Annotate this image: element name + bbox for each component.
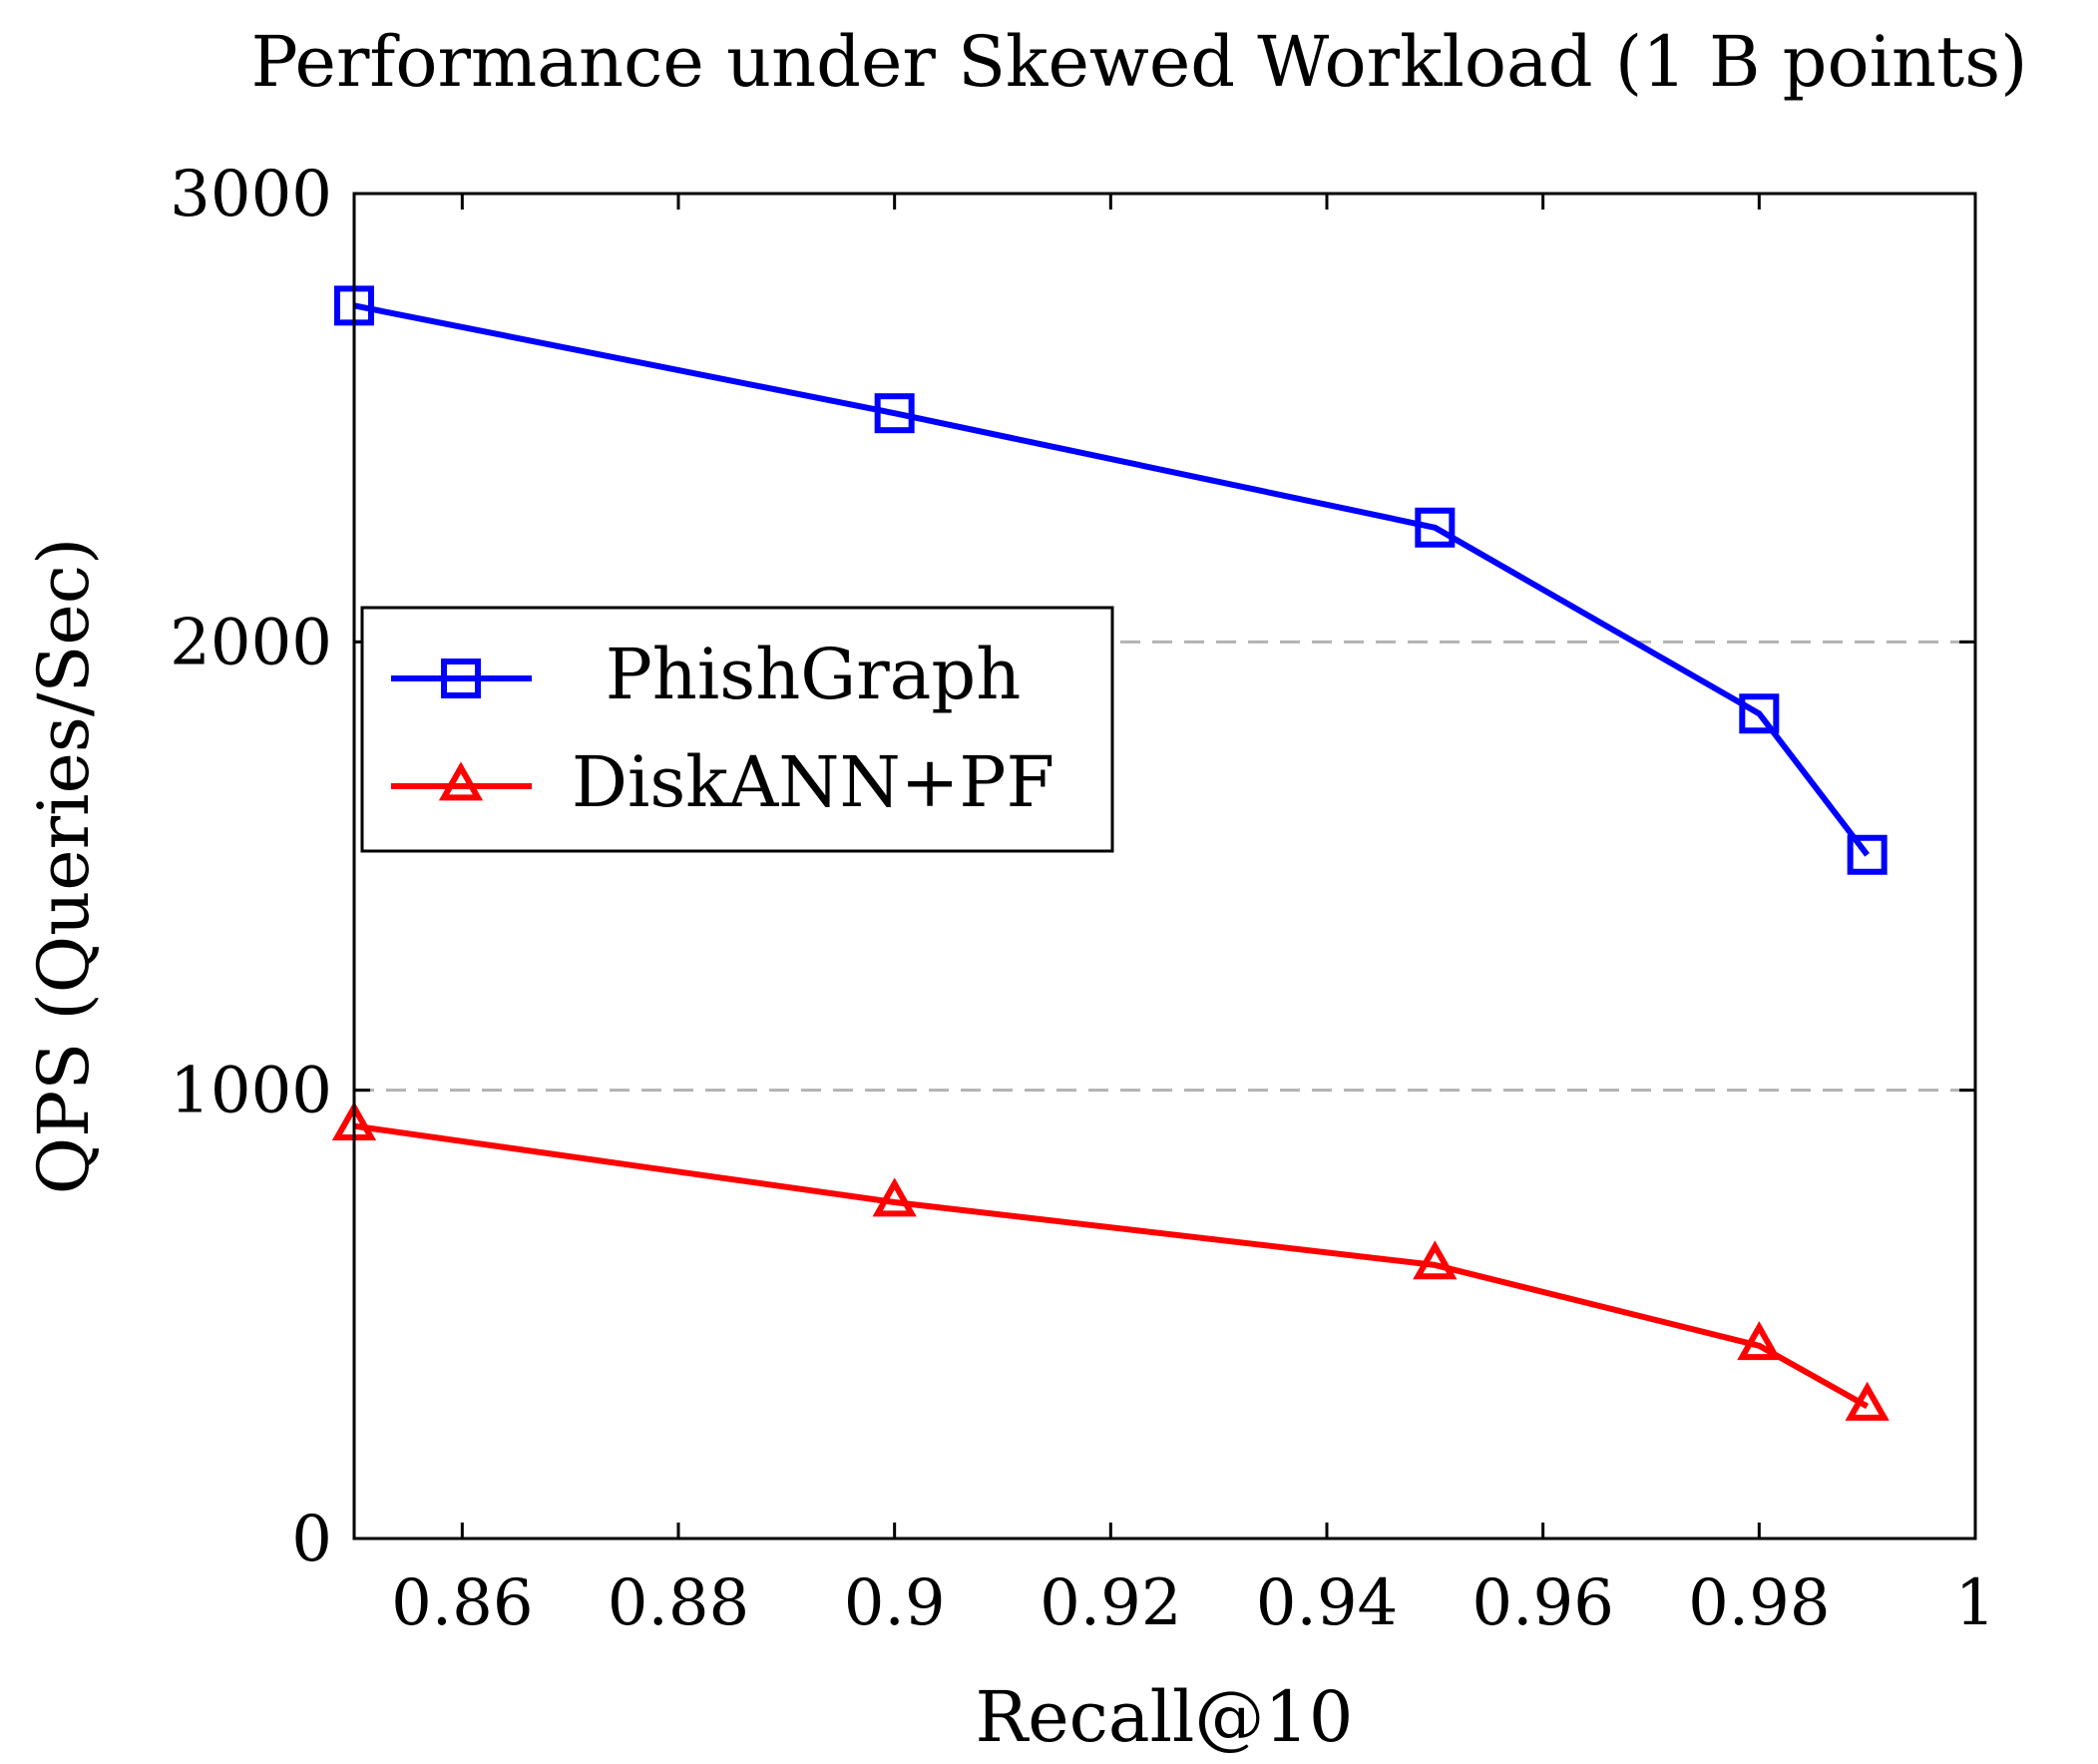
series-line-phishgraph	[353, 302, 1871, 857]
legend: PhishGraph DiskANN+PF	[360, 606, 1114, 853]
data-point-diskann-pf	[872, 1177, 917, 1217]
x-tick-labels: 0.86 0.88 0.9 0.92 0.94 0.96 0.98 1	[391, 1566, 1995, 1640]
y-axis-label: QPS (Queries/Sec)	[23, 538, 105, 1195]
y-tick-label: 0	[291, 1503, 332, 1576]
data-point-diskann-pf	[1737, 1321, 1782, 1361]
y-tick-label: 3000	[170, 158, 332, 231]
x-tick-label: 0.98	[1688, 1566, 1831, 1640]
x-tick-label: 0.94	[1256, 1566, 1399, 1640]
x-tick-label: 0.96	[1471, 1566, 1614, 1640]
data-point-phishgraph	[874, 393, 915, 434]
legend-entries	[391, 659, 532, 801]
x-tick-label: 0.92	[1040, 1566, 1182, 1640]
legend-marker-phishgraph	[441, 659, 481, 698]
legend-marker-diskann-pf	[438, 761, 484, 801]
data-point-diskann-pf	[1845, 1381, 1889, 1421]
legend-label-diskann-pf: DiskANN+PF	[572, 741, 1054, 823]
chart-title: Performance under Skewed Workload (1 B p…	[251, 21, 2028, 103]
x-tick-label: 0.86	[391, 1566, 534, 1640]
x-tick-label: 0.9	[844, 1566, 946, 1640]
legend-label-phishgraph: PhishGraph	[606, 634, 1022, 715]
y-tick-label: 1000	[170, 1055, 332, 1128]
y-tick-labels: 0 1000 2000 3000	[170, 158, 332, 1576]
series-line-diskann-pf	[353, 1122, 1870, 1410]
y-tick-label: 2000	[170, 606, 332, 679]
x-axis-label: Recall@10	[976, 1676, 1354, 1758]
series-diskann-pf	[331, 1101, 1889, 1421]
x-tick-label: 0.88	[608, 1566, 750, 1640]
data-point-phishgraph	[1847, 834, 1888, 875]
data-point-phishgraph	[1415, 507, 1456, 548]
legend-box	[360, 606, 1114, 853]
x-tick-label: 1	[1955, 1566, 1996, 1640]
plot-frame	[352, 192, 1977, 1541]
axis-ticks	[354, 194, 1975, 1539]
data-point-diskann-pf	[1413, 1240, 1458, 1280]
data-series	[331, 285, 1889, 1421]
data-point-phishgraph	[1739, 693, 1780, 734]
